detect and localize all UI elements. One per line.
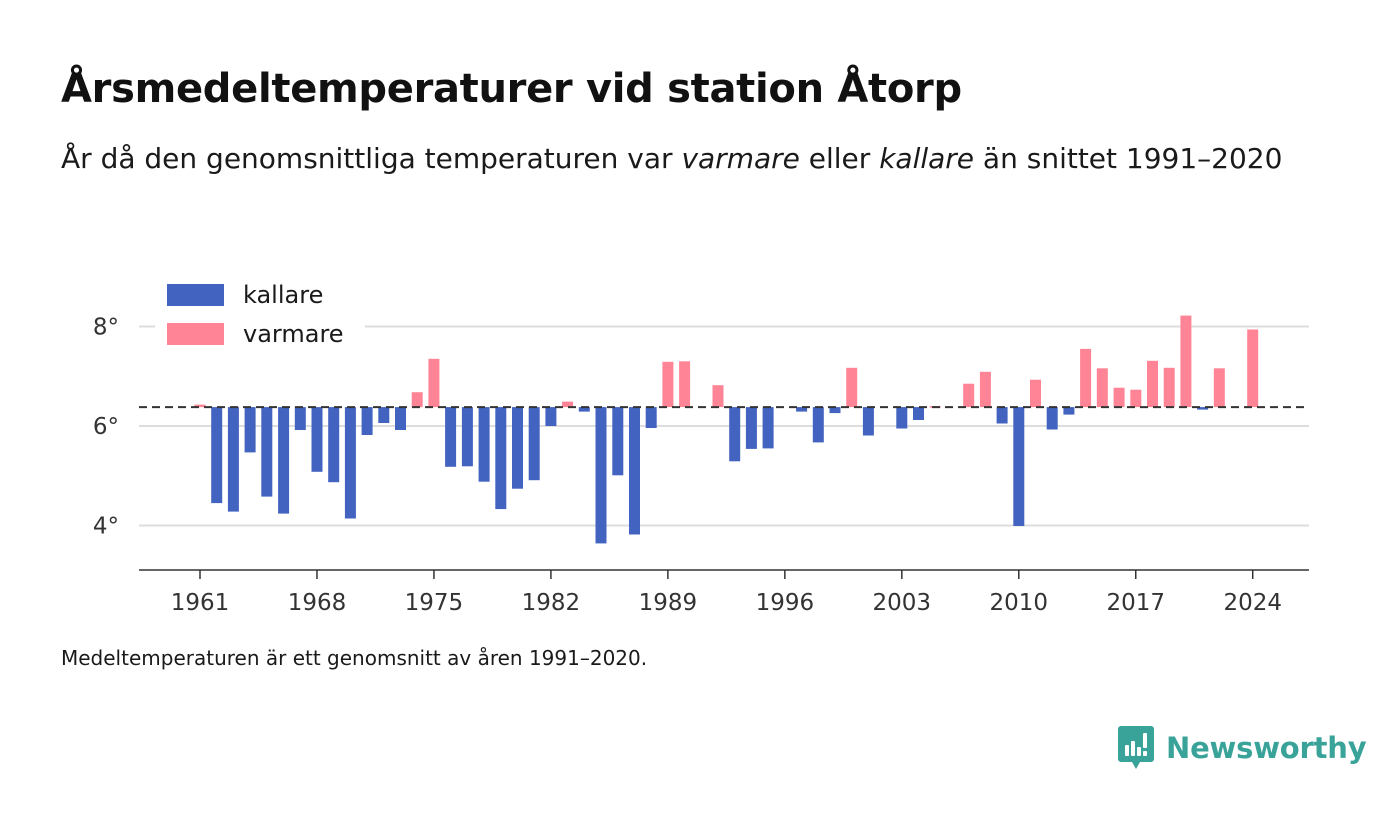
bar-1979	[495, 407, 507, 510]
bar-1982	[545, 407, 557, 426]
x-tick-label: 1989	[639, 590, 698, 616]
bar-1984	[578, 407, 590, 412]
legend-swatch-varmare	[167, 323, 224, 345]
bar-1975	[428, 358, 440, 408]
x-tick-label: 2003	[873, 590, 932, 616]
bar-2001	[862, 407, 874, 436]
legend-label-kallare: kallare	[243, 281, 323, 309]
bar-1972	[378, 407, 390, 423]
brand-name: Newsworthy	[1166, 731, 1367, 765]
bar-1988	[645, 407, 657, 428]
subtitle-colder: kallare	[879, 142, 975, 175]
bar-2004	[913, 407, 924, 420]
bar-1976	[445, 407, 457, 467]
bar-1967	[294, 407, 306, 430]
bar-1965	[261, 407, 273, 497]
bar-1995	[762, 407, 774, 449]
bar-1994	[745, 407, 757, 449]
bar-1971	[361, 407, 373, 435]
subtitle-text-2: eller	[799, 142, 880, 175]
footnote: Medeltemperaturen är ett genomsnitt av å…	[61, 646, 648, 670]
bar-2003	[896, 407, 908, 429]
newsworthy-logo: Newsworthy	[1118, 726, 1367, 770]
chart-title: Årsmedeltemperaturer vid station Åtorp	[61, 66, 962, 112]
bar-1964	[244, 407, 256, 453]
bar-1962	[211, 407, 223, 504]
x-tick-label: 2024	[1223, 590, 1282, 616]
bar-1977	[461, 407, 473, 467]
bar-2016	[1113, 387, 1125, 408]
bar-1961	[194, 404, 206, 408]
bar-2018	[1147, 360, 1158, 408]
bar-1993	[729, 407, 741, 462]
x-tick-label: 1982	[522, 590, 581, 616]
y-tick-label: 6°	[93, 414, 119, 440]
bar-2019	[1163, 367, 1175, 408]
legend-label-varmare: varmare	[243, 320, 344, 348]
bar-1999	[829, 407, 841, 414]
bar-2008	[979, 371, 991, 408]
y-tick-label: 4°	[93, 514, 119, 540]
bar-1978	[478, 407, 490, 482]
newsworthy-logo-icon	[1118, 726, 1154, 769]
subtitle-text-3: än snittet 1991–2020	[974, 142, 1283, 175]
bar-2017	[1130, 389, 1142, 408]
y-tick-label: 8°	[93, 315, 119, 341]
bar-2014	[1080, 348, 1092, 408]
bar-2010	[1013, 407, 1025, 526]
bar-2012	[1046, 407, 1058, 430]
legend-swatch-kallare	[167, 284, 224, 306]
bar-2011	[1030, 379, 1041, 408]
bar-2020	[1180, 315, 1192, 408]
bar-1970	[344, 407, 356, 519]
bar-2015	[1096, 368, 1108, 408]
bar-1983	[562, 401, 574, 408]
x-tick-label: 1968	[288, 590, 347, 616]
bar-1985	[595, 407, 607, 544]
bar-1981	[528, 407, 540, 481]
bar-1973	[395, 407, 406, 430]
y-axis-ticks: 4° 6° 8°	[93, 315, 119, 540]
bar-2009	[996, 407, 1008, 424]
bar-1986	[612, 407, 624, 476]
bar-1989	[662, 361, 674, 408]
x-tick-label: 2017	[1106, 590, 1165, 616]
x-tick-label: 1961	[171, 590, 230, 616]
bar-1968	[311, 407, 323, 472]
bar-2013	[1063, 407, 1075, 415]
subtitle-warmer: varmare	[681, 142, 800, 175]
bars	[194, 315, 1259, 544]
x-tick-label: 1996	[756, 590, 815, 616]
x-tick-label: 1975	[405, 590, 464, 616]
bar-1990	[679, 361, 691, 408]
x-axis-ticks: 1961 1968 1975 1982 1989 1996 2003 2010 2017 2024	[171, 570, 1282, 616]
bar-2021	[1197, 407, 1209, 410]
bar-1992	[712, 385, 724, 408]
legend: kallare varmare	[155, 278, 365, 352]
bar-1980	[512, 407, 523, 489]
bar-1974	[411, 392, 423, 408]
bar-2000	[846, 367, 858, 408]
bar-2024	[1247, 329, 1259, 408]
bar-2022	[1213, 368, 1225, 408]
subtitle-text-1: År då den genomsnittliga temperaturen va…	[61, 142, 682, 175]
bar-1963	[227, 407, 239, 512]
bar-1966	[278, 407, 290, 514]
bar-1997	[796, 407, 808, 412]
bar-1987	[629, 407, 640, 535]
bar-1969	[328, 407, 340, 483]
x-tick-label: 2010	[990, 590, 1049, 616]
chart-subtitle: År då den genomsnittliga temperaturen va…	[61, 137, 1291, 181]
bar-1998	[812, 407, 824, 443]
bar-2007	[963, 383, 975, 408]
